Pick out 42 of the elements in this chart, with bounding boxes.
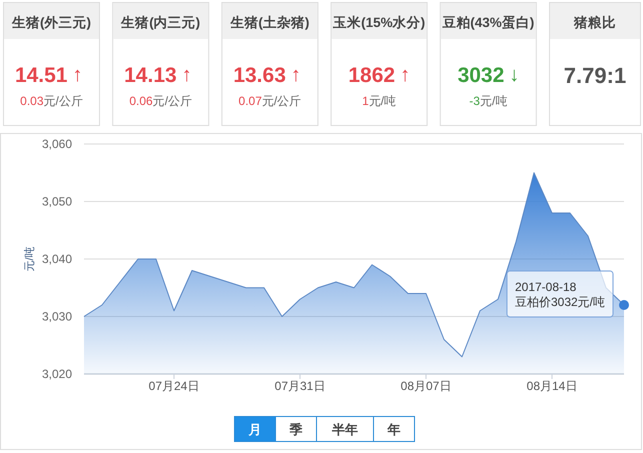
text: 元/公斤	[262, 94, 302, 108]
text: 元/吨	[480, 94, 508, 108]
y-tick-label: 3,060	[42, 137, 72, 151]
text: ↑	[400, 64, 410, 86]
x-tick-label: 08月14日	[526, 379, 578, 393]
text: 元/吨	[368, 94, 396, 108]
text: 13.63	[233, 64, 286, 87]
text: 豆粕(43%蛋白)	[441, 15, 534, 30]
x-tick-label: 08月07日	[400, 379, 452, 393]
text: ↑	[72, 64, 82, 86]
text: 元/公斤	[152, 94, 192, 108]
text: 7.79:1	[564, 63, 626, 88]
text: -3	[469, 94, 480, 108]
text: 1	[362, 94, 370, 108]
text: 元/公斤	[44, 94, 83, 108]
text: 季	[288, 422, 302, 437]
text: 年	[386, 422, 400, 437]
y-tick-label: 3,020	[42, 367, 72, 381]
text: 0.06	[129, 94, 154, 108]
text: 月	[248, 422, 262, 437]
text: 玉米(15%水分)	[332, 15, 426, 30]
text: 0.07	[238, 94, 262, 108]
y-tick-label: 3,050	[42, 194, 72, 208]
text: 生猪(土杂猪)	[229, 15, 310, 30]
text: 3032	[458, 64, 504, 87]
text: 0.03	[20, 94, 44, 108]
x-tick-label: 07月24日	[148, 379, 200, 393]
text: 猪粮比	[573, 15, 616, 30]
annotation: 2017-08-18 豆柏价3032元/吨	[514, 280, 605, 309]
text: 生猪(内三元)	[120, 15, 200, 30]
text: 半年	[331, 422, 358, 437]
text: ↑	[290, 64, 301, 86]
text: 生猪(外三元)	[11, 15, 91, 30]
text: ↑	[182, 64, 192, 86]
x-tick-label: 07月31日	[274, 379, 326, 393]
text: 14.13	[124, 64, 177, 87]
text: 14.51	[14, 64, 68, 87]
text: 1862	[348, 64, 396, 87]
y-axis-title: 元/吨	[23, 246, 36, 272]
text: ↓	[509, 64, 520, 86]
y-tick-label: 3,040	[42, 252, 72, 266]
y-tick-label: 3,030	[42, 310, 72, 324]
